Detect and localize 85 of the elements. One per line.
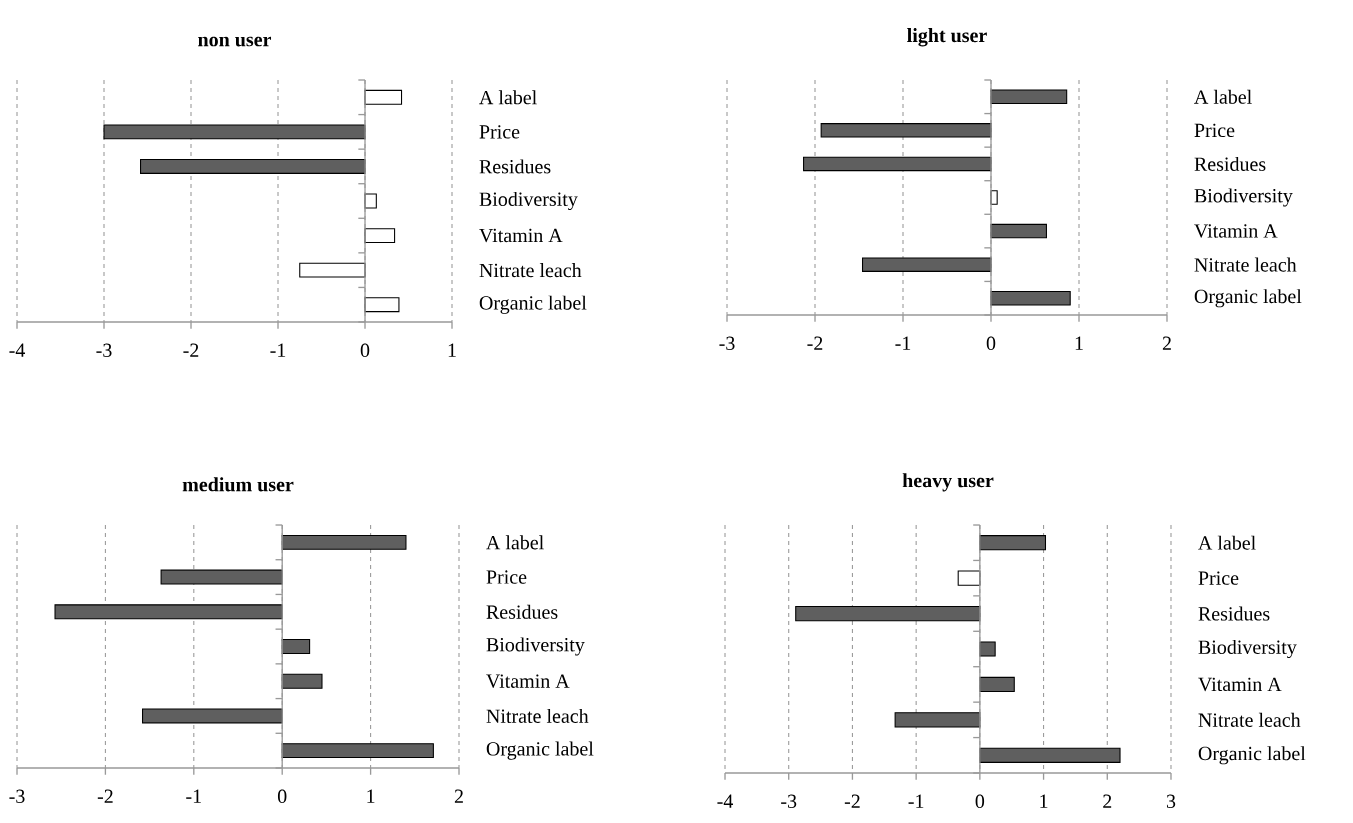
x-tick-label: -1 <box>270 343 286 357</box>
bar <box>54 604 283 620</box>
y-tick-label: Residues <box>486 604 558 619</box>
bar <box>795 605 981 622</box>
bar <box>364 193 377 209</box>
y-tick-label: Nitrate leach <box>486 708 589 723</box>
y-tick-label: Organic label <box>486 741 594 760</box>
y-tick-label: Vitamin A <box>1198 677 1282 692</box>
y-tick-label: A label <box>486 535 544 550</box>
chart-title: light user <box>907 28 987 47</box>
bar <box>281 639 311 654</box>
bar <box>281 534 407 550</box>
y-tick-label: Biodiversity <box>1194 188 1293 207</box>
y-tick-label: A label <box>1198 535 1256 550</box>
y-tick-label: Price <box>486 570 527 584</box>
bar <box>103 124 366 140</box>
y-tick-label: Price <box>479 125 520 139</box>
y-tick-label: Organic label <box>1194 289 1302 308</box>
x-tick-label: 0 <box>975 794 985 809</box>
x-tick-label: 0 <box>277 789 287 804</box>
bar <box>820 123 992 138</box>
x-tick-label: 1 <box>367 789 375 803</box>
bar <box>990 223 1047 239</box>
x-tick-label: -2 <box>183 343 199 357</box>
bar <box>957 570 981 586</box>
y-tick-label: Residues <box>1194 156 1266 171</box>
bar <box>979 747 1121 763</box>
bar <box>894 712 981 728</box>
chart-title: heavy user <box>902 473 994 492</box>
bar <box>141 708 283 724</box>
bar <box>979 676 1015 693</box>
x-tick-label: 3 <box>1166 794 1176 809</box>
y-tick-label: Nitrate leach <box>1198 712 1301 727</box>
bar <box>990 89 1068 105</box>
bar <box>364 228 396 244</box>
x-tick-label: -2 <box>844 794 860 808</box>
y-tick-label: Vitamin A <box>1194 224 1278 238</box>
bar <box>281 673 323 689</box>
bar <box>990 290 1071 306</box>
y-tick-label: Organic label <box>479 295 587 314</box>
bar <box>140 158 366 174</box>
chart-title: medium user <box>182 477 294 492</box>
x-tick-label: 1 <box>448 343 456 357</box>
x-tick-label: -3 <box>781 794 797 809</box>
bar <box>281 743 434 759</box>
bar <box>364 297 400 313</box>
y-tick-label: A label <box>479 90 537 105</box>
x-tick-label: -1 <box>186 789 201 803</box>
x-tick-label: -1 <box>895 336 911 350</box>
y-tick-label: Price <box>1194 123 1235 138</box>
y-tick-label: Price <box>1198 571 1239 585</box>
x-tick-label: -2 <box>97 789 113 803</box>
x-tick-label: -3 <box>719 336 735 351</box>
chart-title: non user <box>198 36 272 47</box>
y-tick-label: Organic label <box>1198 746 1306 765</box>
y-tick-label: Nitrate leach <box>479 263 582 278</box>
y-tick-label: A label <box>1194 89 1252 104</box>
x-tick-label: -4 <box>717 794 734 808</box>
y-tick-label: Biodiversity <box>486 637 585 656</box>
x-tick-label: 0 <box>986 336 996 351</box>
x-tick-label: -3 <box>9 789 25 804</box>
y-tick-label: Residues <box>479 159 551 174</box>
x-tick-label: -4 <box>9 343 26 357</box>
x-tick-label: -1 <box>908 794 924 808</box>
y-tick-label: Nitrate leach <box>1194 257 1297 272</box>
bar <box>979 641 996 657</box>
y-tick-label: Biodiversity <box>479 191 578 211</box>
bar <box>160 569 283 585</box>
y-tick-label: Biodiversity <box>1198 639 1297 659</box>
x-tick-label: -3 <box>96 343 112 358</box>
x-tick-label: 1 <box>1075 336 1083 350</box>
bar <box>299 262 366 278</box>
x-tick-label: 2 <box>1162 336 1171 350</box>
y-tick-label: Residues <box>1198 606 1270 621</box>
x-tick-label: 2 <box>1103 794 1112 808</box>
x-tick-label: 1 <box>1040 794 1048 808</box>
bar <box>364 89 403 105</box>
x-tick-label: 0 <box>360 343 370 358</box>
x-tick-label: -2 <box>807 336 823 350</box>
x-tick-label: 2 <box>454 789 463 803</box>
y-tick-label: Vitamin A <box>486 674 570 688</box>
y-tick-label: Vitamin A <box>479 228 563 243</box>
bar <box>803 156 992 172</box>
bar <box>979 535 1047 551</box>
bar <box>861 257 992 272</box>
